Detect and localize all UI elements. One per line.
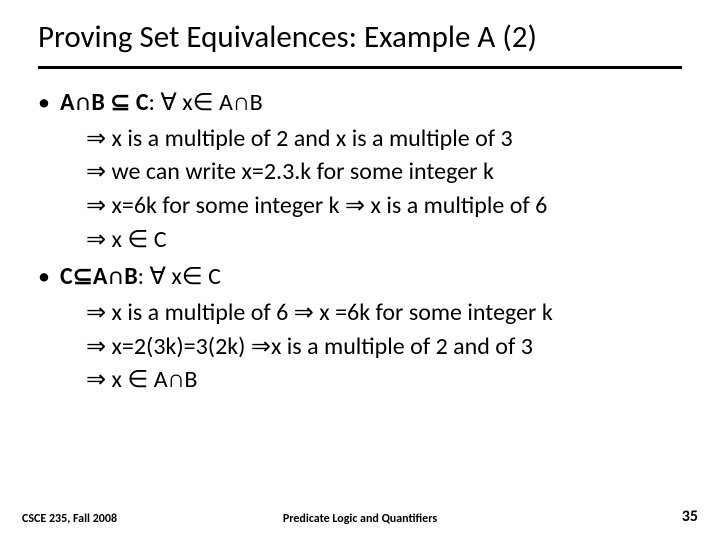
sub-1: ⇒ x is a multiple of 2 and x is a multip… <box>86 123 682 155</box>
footer-page-number: 35 <box>682 507 698 526</box>
footer: CSCE 235, Fall 2008 Predicate Logic and … <box>0 507 720 526</box>
sub-6: ⇒ x=2(3k)=3(2k) ⇒x is a multiple of 2 an… <box>86 331 682 363</box>
bullet-dot: • <box>38 87 60 119</box>
slide-body: • A∩B ⊆ C: ∀ x∈ A∩B ⇒ x is a multiple of… <box>38 87 682 396</box>
sub-2: ⇒ we can write x=2.3.k for some integer … <box>86 156 682 188</box>
sub-4: ⇒ x ∈ C <box>86 224 682 256</box>
footer-left: CSCE 235, Fall 2008 <box>22 512 117 526</box>
sub-7: ⇒ x ∈ A∩B <box>86 364 682 396</box>
slide-title: Proving Set Equivalences: Example A (2) <box>38 18 682 69</box>
sub-5: ⇒ x is a multiple of 6 ⇒ x =6k for some … <box>86 297 682 329</box>
bullet-dot: • <box>38 261 60 293</box>
sub-3: ⇒ x=6k for some integer k ⇒ x is a multi… <box>86 190 682 222</box>
bullet-1: • A∩B ⊆ C: ∀ x∈ A∩B <box>38 87 682 119</box>
bullet-2: • C⊆A∩B: ∀ x∈ C <box>38 261 682 293</box>
bullet-1-text: A∩B ⊆ C: ∀ x∈ A∩B <box>60 87 682 119</box>
bullet-2-text: C⊆A∩B: ∀ x∈ C <box>60 261 682 293</box>
slide: Proving Set Equivalences: Example A (2) … <box>0 0 720 540</box>
